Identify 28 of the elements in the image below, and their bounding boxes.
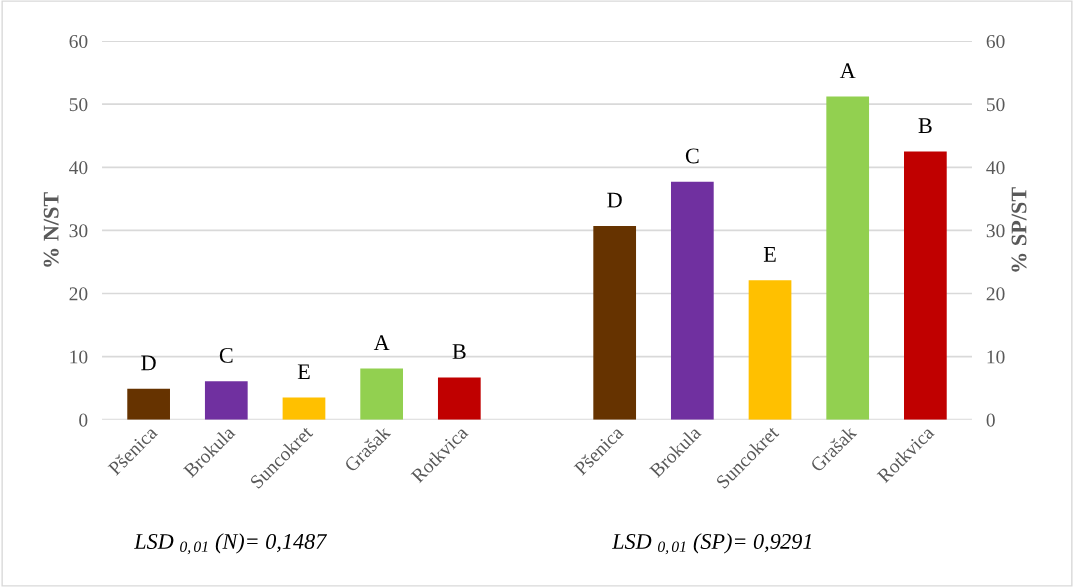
data-label: E (763, 247, 776, 262)
data-label: B (918, 118, 932, 133)
y2-tick-label: 20 (986, 287, 1005, 301)
data-label: C (685, 148, 699, 164)
text: LSD $_{0,01}$ (N)= 0,1487 (133, 533, 328, 555)
y-axis-title: % N/ST (43, 192, 59, 267)
y2-tick-label: 60 (986, 34, 1005, 49)
data-label: D (141, 355, 156, 371)
y-tick-label: 30 (69, 224, 88, 238)
data-label: B (452, 344, 466, 359)
data-label: A (839, 63, 856, 78)
y2-tick-label: 10 (987, 350, 1005, 364)
data-label: E (297, 364, 310, 379)
y-tick-label: 20 (69, 287, 88, 301)
y2-axis-title: % SP/ST (1011, 187, 1027, 272)
y-tick-label: 0 (79, 413, 88, 427)
text: LSD $_{0,01}$ (SP)= 0,9291 (611, 533, 812, 555)
y2-tick-label: 0 (986, 413, 995, 427)
y-tick-label: 60 (69, 34, 88, 49)
y2-tick-label: 50 (986, 98, 1005, 112)
y-tick-label: 10 (70, 350, 88, 364)
y-tick-label: 40 (69, 161, 88, 175)
data-label: D (607, 192, 622, 208)
data-label: C (219, 347, 233, 363)
y2-tick-label: 40 (986, 161, 1005, 175)
y-tick-label: 50 (69, 98, 88, 112)
y2-tick-label: 30 (986, 224, 1005, 238)
data-label: A (373, 335, 390, 350)
